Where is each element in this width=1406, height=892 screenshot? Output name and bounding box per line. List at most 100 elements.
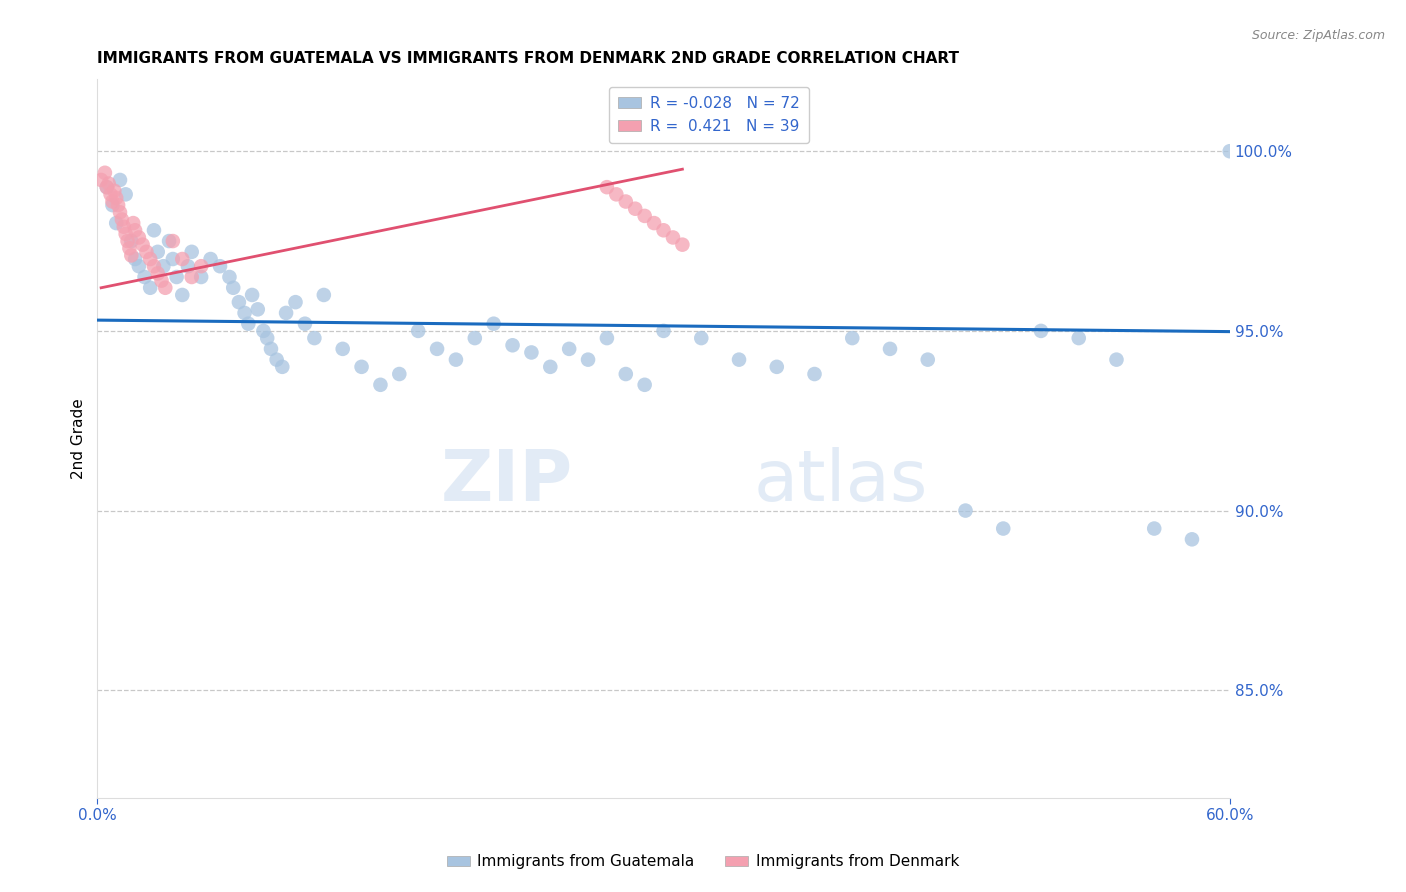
Point (728, 352, 751, 367)
Point (122, 216, 145, 230)
Point (558, 342, 581, 356)
Point (111, 212, 134, 227)
Legend: Immigrants from Guatemala, Immigrants from Denmark: Immigrants from Guatemala, Immigrants fr… (440, 848, 966, 875)
Point (614, 367, 637, 381)
Point (128, 259, 150, 273)
Point (162, 234, 184, 248)
Point (190, 270, 212, 285)
Point (101, 198, 124, 212)
Point (120, 248, 142, 262)
Point (605, 187, 627, 202)
Point (260, 342, 283, 356)
Point (180, 270, 202, 285)
Point (157, 234, 180, 248)
Legend: R = -0.028   N = 72, R =  0.421   N = 39: R = -0.028 N = 72, R = 0.421 N = 39 (609, 87, 808, 143)
Point (406, 324, 429, 338)
Point (114, 187, 136, 202)
Point (1143, 522, 1166, 536)
Point (152, 259, 174, 273)
Point (1181, 533, 1204, 547)
Text: IMMIGRANTS FROM GUATEMALA VS IMMIGRANTS FROM DENMARK 2ND GRADE CORRELATION CHART: IMMIGRANTS FROM GUATEMALA VS IMMIGRANTS … (97, 51, 959, 66)
Point (662, 230, 685, 244)
Point (190, 259, 212, 273)
Point (841, 331, 863, 345)
Point (652, 223, 675, 237)
Point (177, 259, 200, 273)
Point (803, 367, 825, 381)
Point (155, 281, 177, 295)
Point (124, 223, 146, 237)
Point (388, 367, 411, 381)
Point (482, 317, 505, 331)
Point (222, 281, 245, 295)
Point (100, 187, 122, 202)
Point (596, 180, 619, 194)
Point (208, 259, 231, 273)
Point (172, 288, 194, 302)
Point (108, 205, 131, 219)
Point (228, 295, 250, 310)
Point (879, 342, 901, 356)
Text: ZIP: ZIP (440, 447, 574, 516)
Point (233, 306, 256, 320)
Point (238, 317, 260, 331)
Point (135, 244, 157, 259)
Point (105, 191, 128, 205)
Point (634, 377, 657, 392)
Point (520, 345, 543, 359)
Point (312, 288, 335, 302)
Point (624, 202, 647, 216)
Point (124, 252, 146, 266)
Point (96, 180, 118, 194)
Point (108, 173, 131, 187)
Point (107, 198, 129, 212)
Point (955, 503, 977, 517)
Point (1029, 324, 1052, 338)
Point (94, 166, 117, 180)
Point (350, 359, 373, 374)
Point (97, 177, 120, 191)
Point (765, 359, 787, 374)
Point (502, 338, 524, 352)
Point (90, 173, 112, 187)
Point (538, 359, 561, 374)
Point (117, 234, 139, 248)
Point (103, 184, 125, 198)
Point (370, 377, 392, 392)
Point (444, 352, 467, 367)
Point (180, 244, 202, 259)
Point (162, 252, 184, 266)
Point (304, 331, 326, 345)
Point (252, 324, 274, 338)
Point (464, 331, 486, 345)
Point (96, 180, 118, 194)
Point (246, 302, 269, 317)
Point (200, 252, 222, 266)
Point (332, 342, 354, 356)
Point (114, 227, 136, 241)
Point (118, 241, 141, 255)
Text: atlas: atlas (754, 447, 928, 516)
Point (143, 259, 166, 273)
Point (993, 522, 1015, 536)
Point (634, 209, 657, 223)
Point (652, 324, 675, 338)
Point (139, 281, 162, 295)
Point (284, 295, 307, 310)
Point (917, 352, 939, 367)
Point (643, 216, 665, 230)
Point (271, 359, 294, 374)
Point (614, 194, 637, 209)
Point (266, 352, 288, 367)
Point (240, 288, 263, 302)
Point (690, 331, 713, 345)
Point (120, 234, 142, 248)
Point (256, 331, 278, 345)
Point (112, 219, 135, 234)
Point (1067, 331, 1090, 345)
Point (1219, 145, 1241, 159)
Point (134, 270, 156, 285)
Point (426, 342, 449, 356)
Point (1105, 352, 1128, 367)
Point (294, 317, 316, 331)
